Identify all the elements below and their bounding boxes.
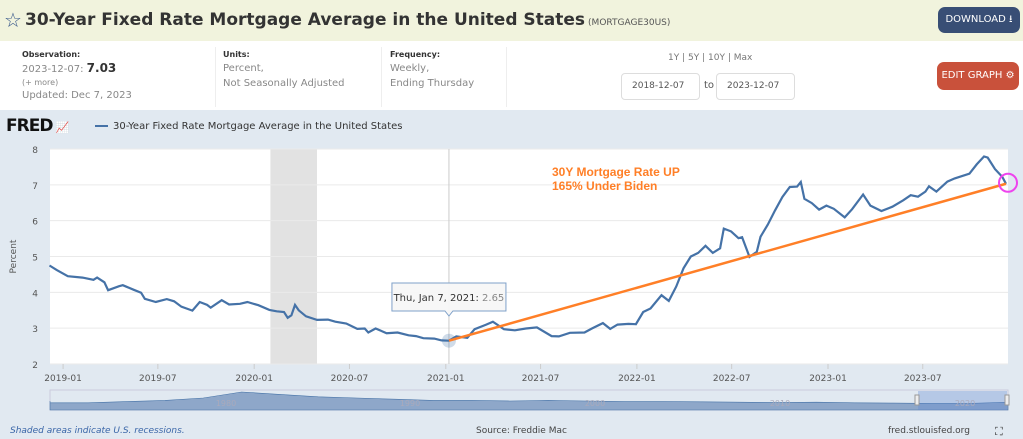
frequency-info: Frequency: Weekly, Ending Thursday	[390, 41, 474, 109]
edit-graph-label: EDIT GRAPH	[941, 70, 1003, 81]
legend-label: 30-Year Fixed Rate Mortgage Average in t…	[113, 121, 403, 132]
edit-graph-button[interactable]: EDIT GRAPH ⚙	[937, 62, 1019, 90]
trend-line	[448, 182, 1007, 342]
navigator-label: 2000	[585, 399, 605, 408]
more-link[interactable]: (+ more)	[22, 78, 59, 87]
to-label: to	[704, 80, 715, 91]
navigator-label: 1980	[216, 399, 236, 408]
frequency-detail: Ending Thursday	[390, 78, 475, 89]
start-date-input[interactable]: 2018-12-07	[621, 73, 700, 100]
navigator-area	[49, 391, 1009, 411]
recession-note: Shaded areas indicate U.S. recessions.	[10, 426, 185, 436]
observation-value: 7.03	[86, 61, 117, 75]
download-icon: ⭳	[1009, 14, 1013, 25]
star-icon[interactable]: ☆	[4, 8, 22, 32]
y-tick-label: 2	[32, 361, 38, 371]
observation-date: 2023-12-07:	[22, 64, 84, 75]
frequency-value: Weekly,	[390, 63, 430, 74]
y-tick-label: 6	[32, 218, 38, 228]
units-value: Percent,	[223, 63, 264, 74]
divider	[506, 47, 507, 107]
x-tick-label: 2022-01	[618, 374, 656, 384]
range-max[interactable]: Max	[733, 53, 753, 63]
download-button[interactable]: DOWNLOAD ⭳	[938, 7, 1020, 33]
navigator-handle-left[interactable]	[914, 394, 920, 406]
y-axis-label: Percent	[9, 239, 19, 273]
range-1y[interactable]: 1Y	[668, 53, 680, 63]
navigator-label: 2010	[770, 399, 790, 408]
download-label: DOWNLOAD	[945, 14, 1006, 25]
units-info: Units: Percent, Not Seasonally Adjusted	[223, 41, 345, 109]
end-date-input[interactable]: 2023-12-07	[716, 73, 795, 100]
navigator-handle-right[interactable]	[1004, 394, 1010, 406]
annotation-line-1: 30Y Mortgage Rate UP	[552, 165, 680, 179]
title-text: 30-Year Fixed Rate Mortgage Average in t…	[25, 10, 586, 30]
y-tick-label: 8	[32, 146, 38, 156]
tooltip-box	[391, 282, 507, 317]
x-tick-label: 2019-07	[139, 374, 177, 384]
observation-info: Observation: 2023-12-07: 7.03 (+ more) U…	[22, 41, 132, 109]
y-tick-label: 4	[32, 289, 38, 299]
range-10y[interactable]: 10Y	[708, 53, 725, 63]
y-tick-label: 5	[32, 254, 38, 264]
series-id: (MORTGAGE30US)	[588, 18, 671, 28]
gear-icon: ⚙	[1005, 70, 1015, 81]
legend: 30-Year Fixed Rate Mortgage Average in t…	[95, 121, 402, 132]
updated-date: Updated: Dec 7, 2023	[22, 90, 132, 101]
units-adjustment: Not Seasonally Adjusted	[223, 78, 345, 89]
x-tick-label: 2020-07	[331, 374, 369, 384]
x-tick-label: 2020-01	[235, 374, 273, 384]
annotation-line-2: 165% Under Biden	[552, 179, 657, 193]
y-tick-label: 3	[32, 325, 38, 335]
navigator-selection	[918, 391, 1007, 410]
y-tick-label: 7	[32, 182, 38, 192]
series-line	[48, 155, 1007, 342]
frequency-label: Frequency:	[390, 50, 441, 59]
range-selector: 1Y | 5Y | 10Y | Max	[668, 53, 753, 63]
range-5y[interactable]: 5Y	[688, 53, 700, 63]
legend-swatch	[95, 125, 108, 127]
page-title: 30-Year Fixed Rate Mortgage Average in t…	[25, 10, 670, 30]
chart-logo-icon: 📈	[55, 121, 69, 134]
navigator-label: 1990	[400, 399, 420, 408]
x-tick-label: 2019-01	[44, 374, 82, 384]
source-text: Source: Freddie Mac	[476, 426, 567, 436]
x-tick-label: 2023-07	[904, 374, 942, 384]
navigator-label: 2020	[955, 399, 975, 408]
fullscreen-icon[interactable]: ⛶	[995, 425, 1003, 438]
tooltip-date: Thu, Jan 7, 2021:	[393, 293, 482, 304]
divider	[215, 47, 216, 107]
tooltip-text: Thu, Jan 7, 2021: 2.65	[393, 293, 505, 304]
x-tick-label: 2021-01	[427, 374, 465, 384]
title-bar: ☆ 30-Year Fixed Rate Mortgage Average in…	[0, 0, 1023, 41]
site-link[interactable]: fred.stlouisfed.org	[888, 426, 970, 436]
divider	[381, 47, 382, 107]
highlight-circle	[998, 172, 1018, 193]
fred-logo: FRED 📈	[6, 116, 69, 136]
x-tick-label: 2021-07	[522, 374, 560, 384]
units-label: Units:	[223, 50, 250, 59]
observation-label: Observation:	[22, 50, 81, 59]
x-tick-label: 2023-01	[809, 374, 847, 384]
tooltip-value: 2.65	[482, 293, 504, 304]
x-tick-label: 2022-07	[713, 374, 751, 384]
